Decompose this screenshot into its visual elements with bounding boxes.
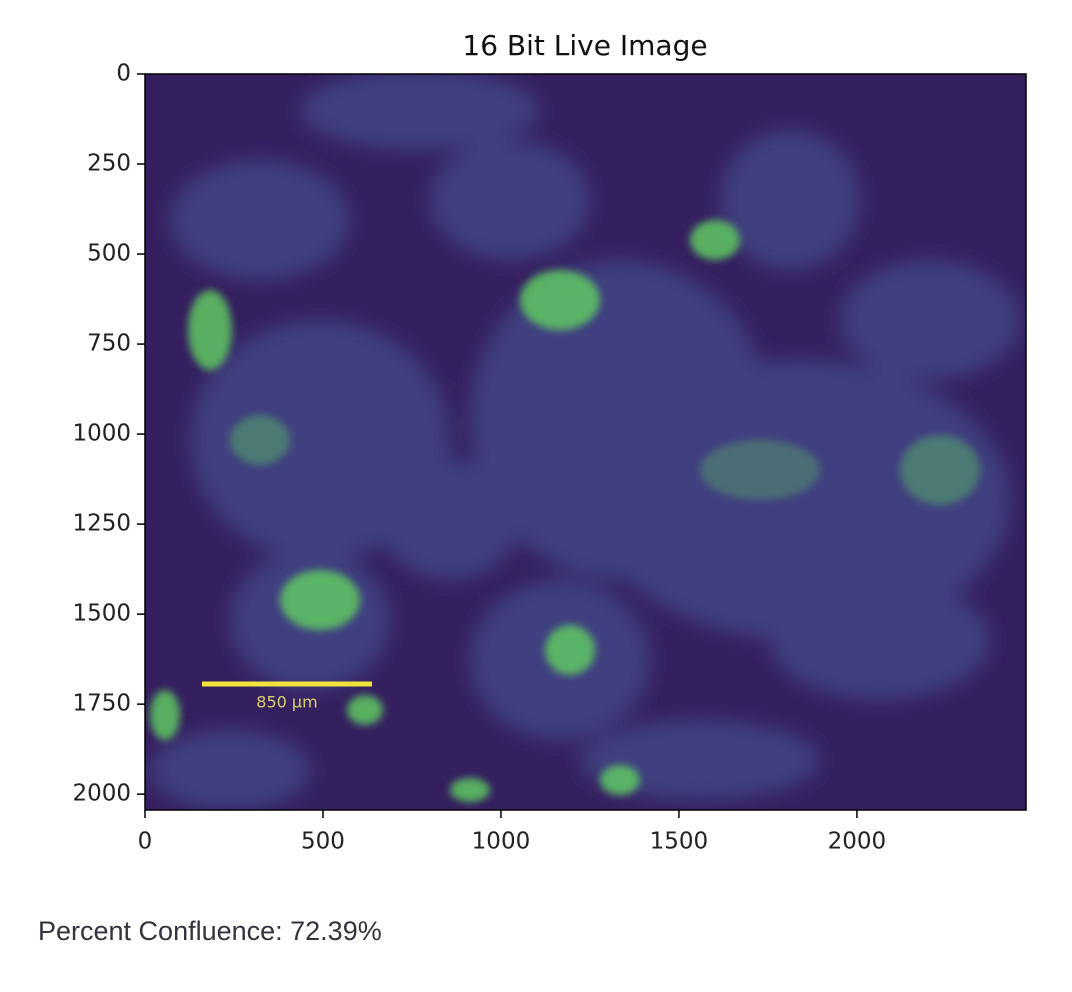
y-tick-label: 1250 bbox=[72, 511, 131, 537]
scale-bar-label: 850 µm bbox=[256, 693, 317, 712]
x-tick-label: 2000 bbox=[828, 829, 887, 855]
x-tick-label: 1500 bbox=[650, 829, 709, 855]
y-tick-label: 1500 bbox=[72, 601, 131, 627]
y-tick-label: 2000 bbox=[72, 781, 131, 807]
y-tick-label: 0 bbox=[116, 61, 131, 87]
axes-frame bbox=[144, 73, 1027, 811]
y-tick-label: 1750 bbox=[72, 691, 131, 717]
x-tick-label: 1000 bbox=[472, 829, 531, 855]
confluence-text: Percent Confluence: 72.39% bbox=[38, 916, 382, 946]
chart-title: 16 Bit Live Image bbox=[462, 29, 707, 62]
y-tick-label: 500 bbox=[87, 241, 131, 267]
y-tick-label: 750 bbox=[87, 331, 131, 357]
x-tick-label: 0 bbox=[138, 829, 153, 855]
y-tick-label: 250 bbox=[87, 151, 131, 177]
chart: 16 Bit Live Image bbox=[72, 29, 1027, 855]
x-tick-label: 500 bbox=[301, 829, 345, 855]
y-tick-label: 1000 bbox=[72, 421, 131, 447]
live-image: 850 µm bbox=[145, 74, 1026, 810]
